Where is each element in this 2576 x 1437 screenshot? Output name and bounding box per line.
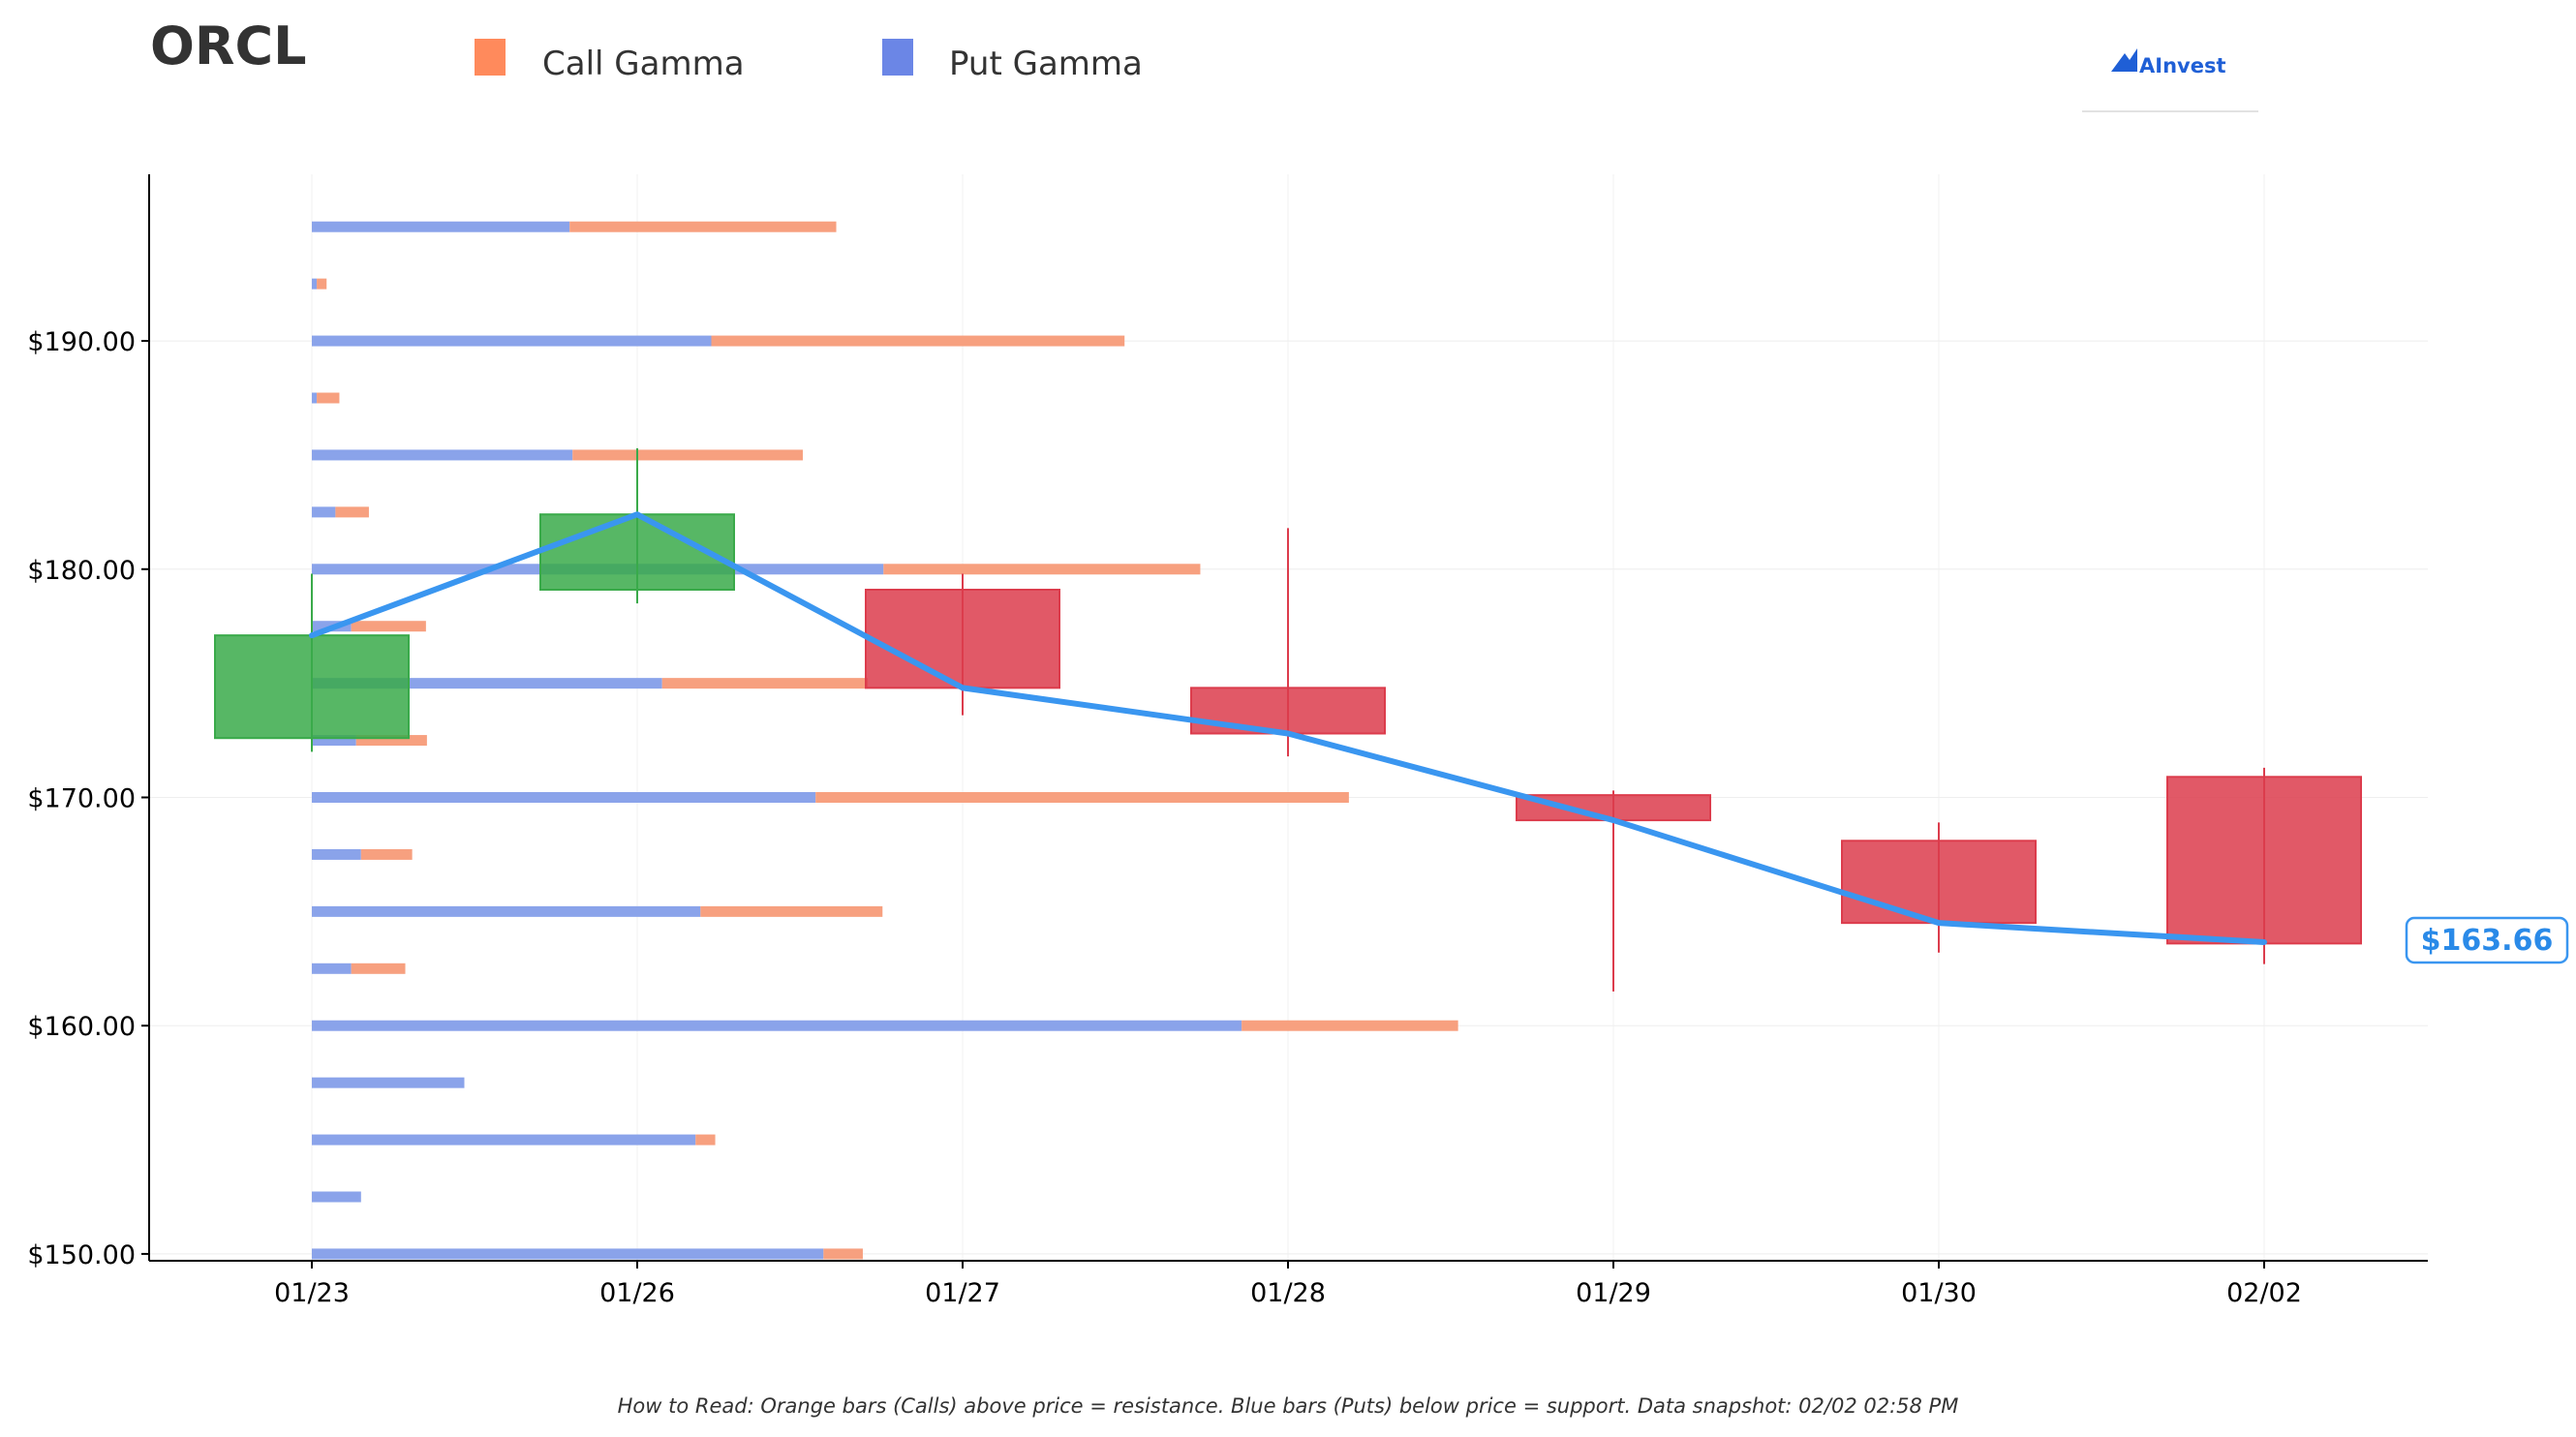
put-gamma-bar — [312, 1191, 361, 1203]
call-gamma-bar — [695, 1134, 716, 1146]
close-price-polyline — [309, 511, 2267, 945]
put-gamma-bar — [312, 963, 352, 974]
y-tick-label: $190.00 — [27, 327, 136, 357]
put-gamma-bar — [312, 848, 361, 860]
close-price-line — [309, 511, 2267, 945]
put-gamma-bar — [312, 1134, 696, 1146]
call-gamma-bar — [700, 905, 883, 917]
put-gamma-bar — [312, 1248, 824, 1260]
put-gamma-bar — [312, 735, 356, 747]
y-tick-label: $160.00 — [27, 1012, 136, 1042]
call-gamma-legend-swatch — [475, 39, 506, 76]
x-tick-label: 01/27 — [925, 1278, 1000, 1308]
call-gamma-bar — [883, 564, 1201, 575]
y-tick-label: $170.00 — [27, 784, 136, 814]
x-tick-label: 01/28 — [1250, 1278, 1326, 1308]
put-gamma-bar — [312, 335, 712, 347]
x-tick-label: 02/02 — [2226, 1278, 2302, 1308]
call-gamma-bar — [355, 735, 427, 747]
gamma-bars — [312, 221, 1458, 1260]
put-gamma-bar — [312, 1077, 465, 1088]
call-gamma-bar — [569, 221, 837, 232]
call-gamma-legend-label: Call Gamma — [542, 45, 745, 83]
candle-body — [214, 634, 410, 740]
put-gamma-bar — [312, 449, 573, 461]
ticker-title: ORCL — [150, 15, 307, 76]
x-tick-label: 01/29 — [1576, 1278, 1651, 1308]
put-gamma-bar — [312, 1020, 1242, 1031]
footer-note: How to Read: Orange bars (Calls) above p… — [618, 1394, 1959, 1418]
ainvest-logo-text: AInvest — [2139, 54, 2226, 77]
y-tick-label: $180.00 — [27, 556, 136, 586]
x-tick-label: 01/23 — [274, 1278, 350, 1308]
call-gamma-bar — [1242, 1020, 1458, 1031]
last-price-badge-box — [2405, 916, 2569, 964]
ainvest-logo: AInvest — [2082, 48, 2258, 112]
call-gamma-bar — [335, 506, 369, 518]
candlesticks — [214, 447, 2362, 992]
put-gamma-legend-label: Put Gamma — [949, 45, 1143, 83]
last-price-label: $163.66 — [2421, 924, 2554, 958]
call-gamma-bar — [317, 278, 327, 290]
candle-body — [1516, 794, 1711, 822]
put-gamma-bar — [312, 678, 662, 689]
y-axis-ticks: $150.00 $160.00 $170.00 $180.00 $190.00 — [27, 327, 149, 1270]
put-gamma-bar — [312, 392, 318, 404]
put-gamma-bar — [312, 905, 701, 917]
x-axis-ticks: 01/23 01/26 01/27 01/28 01/29 01/30 02/02 — [274, 1261, 2302, 1308]
candle-body — [1841, 840, 2037, 925]
call-gamma-bar — [661, 678, 869, 689]
candle-body — [865, 589, 1060, 689]
x-tick-label: 01/30 — [1901, 1278, 1977, 1308]
call-gamma-bar — [360, 848, 413, 860]
call-gamma-bar — [351, 621, 426, 632]
put-gamma-bar — [312, 506, 336, 518]
candle-body — [2166, 776, 2362, 945]
put-gamma-bar — [312, 278, 318, 290]
call-gamma-bar — [351, 963, 406, 974]
put-gamma-bar — [312, 221, 570, 232]
call-gamma-bar — [711, 335, 1125, 347]
put-gamma-bar — [312, 792, 816, 803]
call-gamma-bar — [823, 1248, 863, 1260]
last-price-badge: $163.66 — [2405, 916, 2569, 964]
ainvest-logo-mark — [2111, 48, 2137, 72]
call-gamma-bar — [572, 449, 803, 461]
call-gamma-bar — [815, 792, 1349, 803]
put-gamma-legend-swatch — [882, 39, 913, 76]
y-tick-label: $150.00 — [27, 1240, 136, 1270]
call-gamma-bar — [317, 392, 340, 404]
x-tick-label: 01/26 — [599, 1278, 675, 1308]
